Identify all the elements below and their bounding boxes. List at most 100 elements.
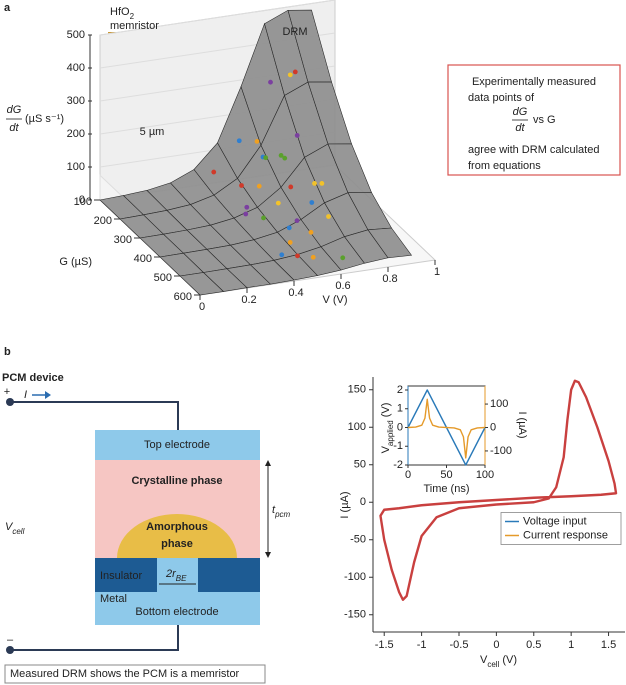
data-point [310, 254, 316, 260]
text-part: applied [386, 420, 395, 446]
layer-label: Bottom electrode [135, 606, 218, 618]
data-point [211, 169, 217, 175]
arrow-head [265, 460, 271, 466]
z-label-den: dt [9, 122, 19, 134]
g-tick-label: 200 [94, 215, 112, 227]
data-point [308, 229, 314, 235]
y-tick-label: 100 [348, 421, 366, 433]
text-part: cell [12, 527, 24, 536]
y-tick-label: 0 [360, 496, 366, 508]
series-line [407, 398, 486, 459]
diagram-title: PCM device [2, 372, 64, 384]
y-tick-label: -100 [344, 571, 366, 583]
text-part: (V) [502, 654, 517, 666]
callout-box [447, 64, 621, 176]
legend-label: Current response [523, 529, 608, 541]
x-tick-label: 1.5 [601, 639, 616, 651]
g-tick-label: 500 [154, 272, 172, 284]
callout-text: data points of [468, 92, 535, 104]
data-point [263, 155, 269, 161]
data-point [278, 153, 284, 158]
inset-y2-tick-label: 0 [490, 421, 496, 433]
z-tick-label: 400 [67, 62, 85, 74]
text-part: t [272, 504, 276, 516]
v-tick-label: 0.4 [288, 287, 303, 299]
layer-label: Insulator [100, 570, 143, 582]
x-tick-label: -1.5 [375, 639, 394, 651]
y-tick-label: 50 [354, 459, 366, 471]
text-part: (V) [380, 403, 392, 418]
layer-label: phase [161, 538, 193, 550]
inset-x-tick-label: 100 [476, 469, 494, 481]
z-tick-label: 200 [67, 128, 85, 140]
z-label-unit: (µS s⁻¹) [25, 113, 64, 125]
data-point [236, 138, 242, 144]
data-point [309, 200, 315, 205]
inset-y-tick-label: 1 [397, 403, 403, 415]
g-axis-label: G (µS) [59, 256, 92, 268]
v-tick-label: 0.2 [241, 294, 256, 306]
text-part: V [380, 445, 392, 453]
x-tick-label: -1 [417, 639, 427, 651]
data-point [294, 218, 300, 224]
current-arrow-head [45, 391, 51, 399]
data-point [288, 184, 294, 190]
current-label: I [24, 389, 27, 401]
inset-y-label: Vapplied (V) [380, 403, 395, 454]
inset-x-tick-label: 50 [440, 469, 452, 481]
text-part: 2r [165, 568, 177, 580]
radius-label: 2rBE [165, 568, 187, 583]
data-point [340, 255, 346, 261]
z-tick-label: 500 [67, 29, 85, 41]
text-part: V [480, 654, 488, 666]
callout-text: agree with DRM calculated [468, 144, 599, 156]
text-part: BE [176, 574, 187, 583]
grid-line [99, 0, 336, 36]
x-tick-label: 1 [568, 639, 574, 651]
y-axis-label: I (µA) [339, 491, 351, 518]
x-tick-label: 0 [493, 639, 499, 651]
caption-box [4, 664, 266, 684]
y-tick-label: -50 [350, 534, 366, 546]
data-point [268, 79, 273, 85]
z-tick-label: 100 [67, 161, 85, 173]
pcm-diagram [4, 391, 271, 684]
g-tick-label: 600 [174, 291, 192, 303]
callout-text: Experimentally measured [472, 76, 596, 88]
wire [10, 401, 179, 430]
g-tick-label: 400 [134, 253, 152, 265]
terminal-sign: – [7, 634, 14, 646]
wire [10, 625, 179, 651]
inset-y-tick-label: -1 [393, 440, 403, 452]
legend-label: Voltage input [523, 515, 587, 527]
data-point [312, 181, 317, 186]
data-point [275, 200, 281, 206]
v-tick-label: 1 [434, 266, 440, 278]
callout-num: dG [513, 106, 528, 118]
y-tick-label: -150 [344, 609, 366, 621]
data-point [279, 252, 285, 258]
panel-label: a [4, 2, 11, 14]
inset-y-tick-label: -2 [393, 459, 403, 471]
g-tick-label: 100 [74, 196, 92, 208]
layer-label: Amorphous [146, 521, 208, 533]
caption: Measured DRM shows the PCM is a memristo… [10, 668, 240, 680]
surface-label: DRM [282, 26, 307, 38]
surface-cell [367, 227, 413, 259]
text-part: HfO [110, 6, 130, 18]
series-line [379, 379, 618, 601]
data-point [282, 155, 288, 161]
data-point [294, 133, 300, 138]
callout-text: vs G [533, 114, 556, 126]
inset-y2-label: I (µA) [516, 411, 528, 438]
panel-label: b [4, 346, 11, 358]
terminal [6, 646, 14, 654]
v-axis-label: V (V) [322, 294, 347, 306]
legend-box [500, 512, 622, 545]
z-tick-label: 0 [79, 194, 85, 206]
v-tick-label: 0.8 [382, 273, 397, 285]
data-point [287, 72, 293, 78]
vcell-label: Vcell [5, 521, 25, 536]
z-tick-label: 300 [67, 95, 85, 107]
